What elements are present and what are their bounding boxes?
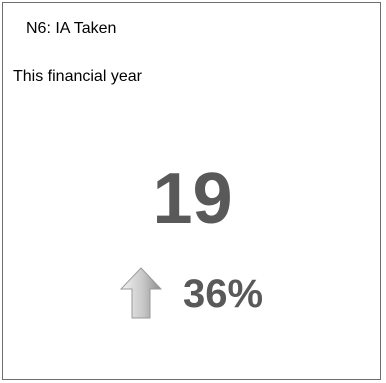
trend-percentage: 36% — [183, 272, 264, 316]
kpi-card: N6: IA Taken This financial year 19 36% — [2, 2, 381, 380]
arrow-up-icon — [120, 267, 162, 319]
metric-value: 19 — [152, 159, 233, 239]
card-title: N6: IA Taken — [26, 20, 117, 37]
card-subtitle: This financial year — [13, 68, 142, 85]
trend-indicator: 36% — [120, 265, 300, 321]
